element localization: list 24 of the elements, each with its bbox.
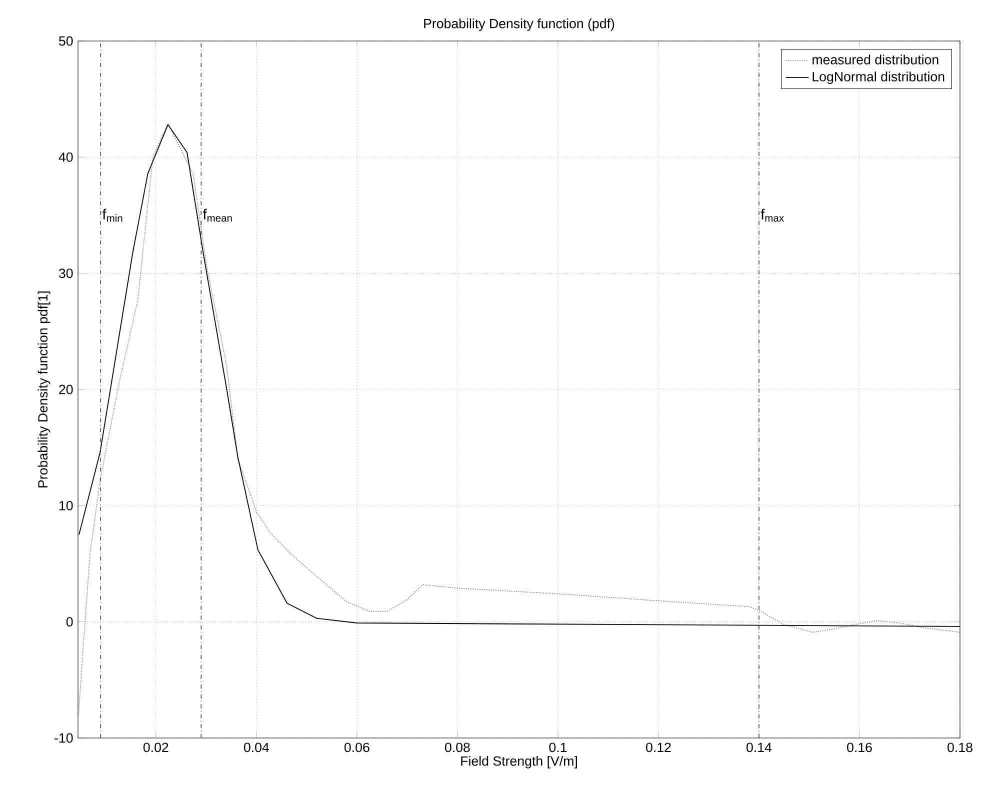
x-tick-label: 0.02	[143, 742, 168, 752]
y-tick-label: 50	[59, 36, 73, 46]
ref-line-label: f$_{max}$	[760, 208, 784, 222]
y-tick-label: 20	[59, 384, 73, 394]
y-tick-label: 30	[58, 268, 73, 278]
y-tick-label: 40	[58, 152, 73, 162]
legend-label: LogNormal distribution	[812, 72, 944, 84]
x-tick-label: 0.06	[344, 742, 370, 752]
chart-title: Probability Density function (pdf)	[424, 18, 614, 31]
y-tick-label: -10	[54, 733, 73, 743]
x-tick-label: 0.16	[847, 742, 872, 752]
legend-label: measured distribution	[812, 54, 938, 64]
x-tick-label: 0.04	[244, 742, 269, 752]
ref-line-label: f$_{mean}$	[202, 208, 232, 222]
x-tick-label: 0.14	[746, 742, 772, 752]
y-tick-label: 0	[66, 617, 73, 627]
x-tick-label: 0.12	[646, 742, 671, 752]
y-axis-title: Probability Density function pdf[1]	[38, 292, 50, 488]
y-tick-label: 10	[59, 500, 73, 510]
x-axis-title: Field Strength [V/m]	[461, 756, 577, 768]
ref-line-label: f$_{min}$	[102, 208, 122, 222]
x-tick-label: 0.18	[948, 742, 972, 752]
x-tick-label: 0.08	[444, 742, 470, 752]
x-tick-label: 0.1	[549, 742, 567, 752]
